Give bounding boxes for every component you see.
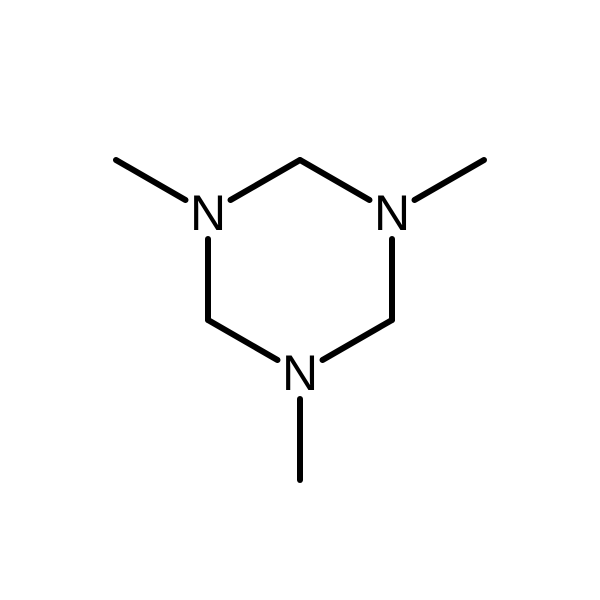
atom-label-n: N bbox=[190, 185, 226, 241]
labels-layer: N N N bbox=[190, 185, 410, 401]
bond bbox=[323, 320, 392, 360]
atom-label-n: N bbox=[374, 185, 410, 241]
bond bbox=[208, 320, 277, 360]
atom-label-n: N bbox=[282, 345, 318, 401]
bonds-layer bbox=[116, 160, 484, 480]
bond bbox=[300, 160, 369, 200]
molecule-diagram: N N N bbox=[0, 0, 600, 600]
bond bbox=[116, 160, 185, 200]
bond bbox=[231, 160, 300, 200]
bond bbox=[415, 160, 484, 200]
